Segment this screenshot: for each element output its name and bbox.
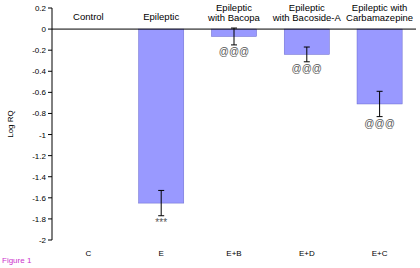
error-line: [234, 28, 235, 45]
significance-label: @@@: [292, 63, 322, 74]
y-tick: [48, 71, 52, 72]
y-tick-label: 0.2: [35, 4, 47, 13]
x-tick-label: E: [159, 249, 164, 258]
y-tick: [48, 155, 52, 156]
error-bar: [377, 91, 383, 116]
error-cap: [231, 28, 237, 29]
caption: Figure 1: [2, 256, 32, 265]
x-tick-label: C: [86, 249, 92, 258]
error-line: [161, 190, 162, 215]
y-tick: [48, 218, 52, 219]
y-tick-label: -1: [39, 131, 47, 140]
significance-label: @@@: [219, 46, 249, 57]
bars: [139, 28, 403, 216]
y-axis: [52, 8, 53, 240]
error-cap: [158, 190, 164, 191]
y-tick-label: -0.6: [32, 88, 46, 97]
group-annotation: with Bacoside-A: [272, 12, 342, 23]
group-annotation: Epileptic: [143, 11, 179, 22]
error-bar: [231, 28, 237, 45]
y-tick: [48, 134, 52, 135]
y-tick: [48, 197, 52, 198]
chart-container: 0.2 0 -0.2 -0.4 -0.6 -0.8 -1 -1.2 -1.4 -1.6 -1.8 -2…: [0, 0, 420, 268]
y-tick-label: 0: [42, 25, 47, 34]
error-line: [379, 91, 380, 116]
y-tick: [48, 240, 52, 241]
group-annotation: with Bacopa: [207, 12, 260, 23]
chart-svg: 0.2 0 -0.2 -0.4 -0.6 -0.8 -1 -1.2 -1.4 -1.6 -1.8 -2…: [0, 0, 420, 268]
y-tick-label: -2: [39, 236, 47, 245]
x-tick-label: E+D: [299, 249, 315, 258]
y-tick-label: -0.8: [32, 109, 46, 118]
significance-label: ***: [155, 217, 167, 228]
group-annotation: Carbamazepine: [346, 12, 413, 23]
group-annotation: Control: [73, 11, 104, 22]
y-tick: [48, 176, 52, 177]
bar: [139, 29, 184, 203]
error-cap: [377, 91, 383, 92]
y-tick-label: -0.4: [32, 67, 46, 76]
zero-line: [52, 29, 416, 30]
significance-label: @@@: [364, 118, 394, 129]
x-tick-label: E+C: [372, 249, 388, 258]
error-cap: [304, 47, 310, 48]
y-tick: [48, 113, 52, 114]
y-tick: [48, 8, 52, 9]
y-tick: [48, 92, 52, 93]
y-tick-label: -1.6: [32, 194, 46, 203]
y-tick-label: -1.4: [32, 173, 46, 182]
y-tick-label: -1.2: [32, 152, 46, 161]
error-bar: [304, 47, 310, 62]
y-tick-label: -0.2: [32, 46, 46, 55]
y-tick-label: -1.8: [32, 215, 46, 224]
y-axis-label: Log RQ: [6, 110, 15, 138]
x-tick-label: E+B: [226, 249, 241, 258]
error-line: [306, 47, 307, 62]
error-bar: [158, 190, 164, 215]
y-tick: [48, 50, 52, 51]
y-tick: [48, 29, 52, 30]
